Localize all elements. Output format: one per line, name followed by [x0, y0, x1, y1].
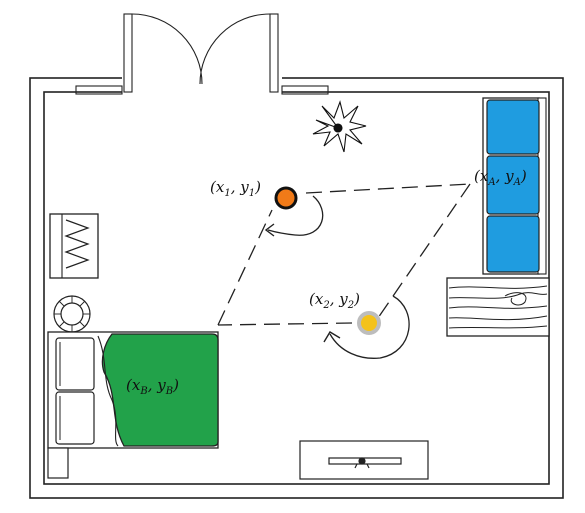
- plant-icon: [312, 100, 367, 153]
- label-posB: (xB, yB): [126, 376, 179, 397]
- radiator: [49, 213, 99, 279]
- sofa: [482, 97, 547, 275]
- path-1-to-A: [305, 183, 471, 194]
- door-leaf-left: [123, 13, 133, 93]
- door-frame-left: [75, 85, 123, 95]
- bedside-table: [47, 447, 69, 479]
- pillow-2: [55, 391, 95, 445]
- bed-blanket: [101, 333, 219, 447]
- device-2: [357, 311, 381, 335]
- door-frame-right: [281, 85, 329, 95]
- door-swing-left: [131, 13, 203, 85]
- outer-wall: [29, 77, 564, 499]
- device-2-marker: [357, 311, 381, 335]
- device-1: [274, 186, 298, 210]
- lamp-icon: [53, 295, 91, 333]
- label-pos2: (x2, y2): [309, 290, 360, 311]
- tv-icon: [299, 440, 429, 480]
- door-swing-right: [199, 13, 271, 85]
- door-leaf-right: [269, 13, 279, 93]
- rotation-arrowhead-2: [323, 331, 341, 343]
- rotation-arrowhead-1: [264, 223, 275, 237]
- path-2-to-B: [217, 322, 353, 326]
- label-pos1: (x1, y1): [210, 178, 261, 199]
- sofa-cushion-1: [486, 99, 540, 155]
- rotation-arrows: [264, 195, 410, 359]
- rotation-arc-2: [329, 295, 410, 359]
- wood-table: [446, 277, 550, 337]
- sofa-cushion-2: [486, 155, 540, 215]
- path-B-to-1: [217, 209, 273, 326]
- rotation-arc-1: [267, 195, 324, 236]
- sofa-cushion-3: [486, 215, 540, 273]
- double-door-icon: [75, 13, 329, 102]
- bed: [47, 331, 219, 479]
- device-1-marker: [274, 186, 298, 210]
- pillow-1: [55, 337, 95, 391]
